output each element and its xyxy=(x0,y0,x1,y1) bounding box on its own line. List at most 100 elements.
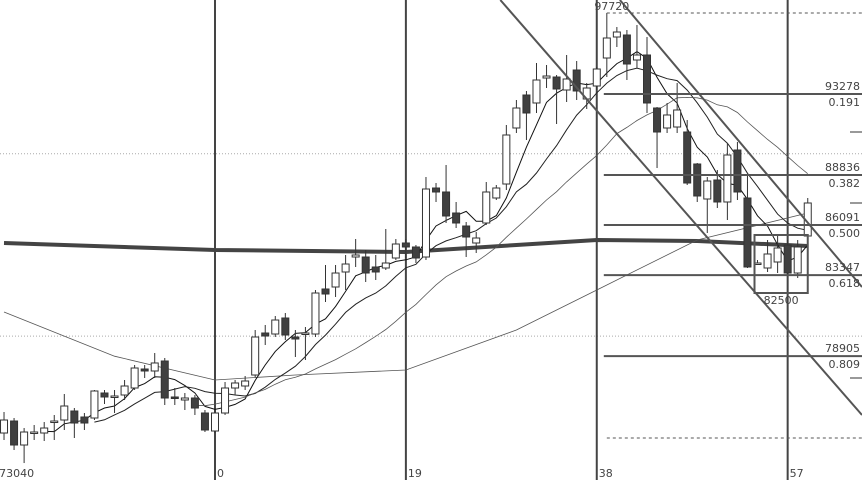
candle-up xyxy=(673,109,682,128)
candle-up xyxy=(0,419,9,434)
candle-down xyxy=(552,76,561,90)
candle-up xyxy=(271,319,280,335)
candle-up xyxy=(492,187,501,199)
candle-up xyxy=(120,385,129,396)
candle-up xyxy=(231,382,240,389)
fib-price-label: 83347 xyxy=(825,261,860,274)
candle-up xyxy=(632,54,641,61)
candle-up xyxy=(331,272,340,288)
candle-up xyxy=(773,247,782,263)
candle-up xyxy=(381,262,390,269)
candle-up xyxy=(793,246,802,274)
x-tick-label: 19 xyxy=(408,467,422,480)
candle-down xyxy=(70,410,79,424)
range-box xyxy=(753,233,809,295)
candle-up xyxy=(472,237,481,244)
candle-up xyxy=(612,31,621,38)
candle-up xyxy=(723,154,732,203)
candle-up xyxy=(30,431,39,435)
candle-up xyxy=(20,431,29,446)
candle-up xyxy=(50,420,59,424)
candle-down xyxy=(401,242,410,248)
candle-up xyxy=(532,79,541,104)
fib-price-label: 93278 xyxy=(825,80,860,93)
candle-up xyxy=(110,395,119,398)
fibonacci-levels: 93278 0.191 88836 0.382 86091 0.500 83347 0.618… xyxy=(603,80,862,379)
candle-down xyxy=(411,246,420,259)
candle-up xyxy=(180,397,189,401)
x-tick-labels: 73040 0 19 38 57 xyxy=(0,467,804,480)
candle-up xyxy=(703,180,712,200)
candle-down xyxy=(291,336,300,340)
sma-20-line xyxy=(194,96,808,407)
candle-down xyxy=(321,288,330,295)
candle-down xyxy=(140,368,149,372)
candle-down xyxy=(693,163,702,197)
candle-up xyxy=(301,332,310,336)
candle-up xyxy=(562,78,571,91)
candle-down xyxy=(622,34,631,65)
fib-ratio-label: 0.809 xyxy=(829,358,861,371)
candle-down xyxy=(371,266,380,273)
candle-up xyxy=(602,37,611,59)
candle-up xyxy=(482,191,491,224)
candle-down xyxy=(100,392,109,398)
candle-up xyxy=(502,134,511,185)
candle-down xyxy=(432,187,441,193)
candle-down xyxy=(160,360,169,399)
candle-up xyxy=(421,188,430,258)
candle-up xyxy=(542,75,551,79)
candle-down xyxy=(190,397,199,409)
candle-up xyxy=(351,254,360,258)
candle-down xyxy=(442,191,451,217)
candle-up xyxy=(90,390,99,419)
candle-up xyxy=(241,380,250,387)
candle-down xyxy=(170,396,179,399)
fib-ratio-label: 0.191 xyxy=(829,96,861,109)
mid-moving-average-line xyxy=(3,212,808,381)
sma-10-line xyxy=(94,67,808,423)
candle-up xyxy=(763,253,772,269)
candle-down xyxy=(281,317,290,336)
candle-down xyxy=(462,225,471,238)
candle-up xyxy=(341,263,350,273)
candle-up xyxy=(592,68,601,87)
drawings: 97720 82500 xyxy=(499,0,862,439)
x-tick-label: 38 xyxy=(599,467,613,480)
fib-ratio-label: 0.500 xyxy=(829,227,861,240)
candle-down xyxy=(683,131,692,184)
channel-line xyxy=(619,0,862,288)
candle-down xyxy=(361,256,370,274)
box-low-label: 82500 xyxy=(764,294,799,307)
candle-up xyxy=(130,367,139,389)
x-tick-label: 57 xyxy=(790,467,804,480)
candle-down xyxy=(261,332,270,337)
candle-down xyxy=(10,420,19,446)
candle-down xyxy=(200,412,209,431)
fib-price-label: 88836 xyxy=(825,161,860,174)
candle-up xyxy=(221,387,230,414)
candle-down xyxy=(452,212,461,224)
candle-down xyxy=(643,54,652,104)
candle-down xyxy=(572,69,581,92)
channel-line xyxy=(499,0,862,416)
fib-price-label: 86091 xyxy=(825,211,860,224)
long-moving-average-line xyxy=(3,237,808,255)
candle-up xyxy=(40,427,49,434)
gridlines xyxy=(0,153,862,337)
candle-up xyxy=(210,412,219,432)
x-tick-label: 0 xyxy=(217,467,224,480)
candle-down xyxy=(80,416,89,424)
candle-down xyxy=(713,179,722,203)
candle-down xyxy=(783,244,792,274)
candle-down xyxy=(653,107,662,133)
candles xyxy=(0,13,812,464)
high-price-label: 97720 xyxy=(594,0,629,13)
candle-down xyxy=(733,149,742,193)
candle-down xyxy=(522,94,531,114)
fib-ratio-label: 0.382 xyxy=(829,177,861,190)
candle-up xyxy=(251,336,260,376)
candle-up xyxy=(60,405,69,421)
